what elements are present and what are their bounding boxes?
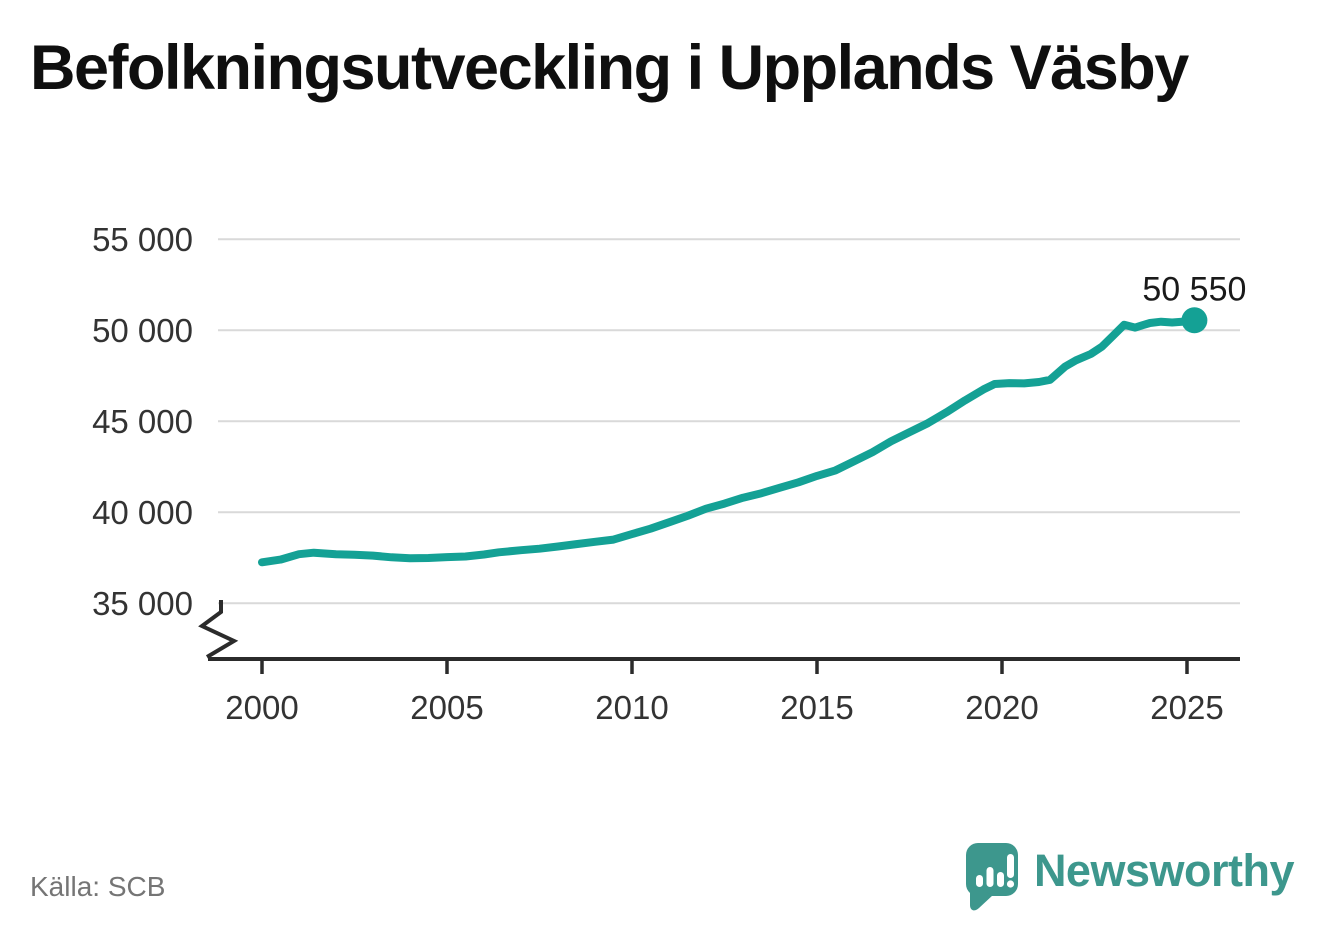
source-label: Källa: SCB bbox=[30, 871, 166, 902]
y-tick-label: 35 000 bbox=[92, 585, 193, 622]
x-tick-label: 2025 bbox=[1150, 689, 1223, 726]
y-tick-label: 45 000 bbox=[92, 403, 193, 440]
y-tick-label: 40 000 bbox=[92, 494, 193, 531]
newsworthy-logo-icon bbox=[965, 843, 1018, 911]
axis-break-icon bbox=[198, 600, 239, 659]
y-tick-label: 55 000 bbox=[92, 221, 193, 258]
end-point-label: 50 550 bbox=[1142, 270, 1246, 308]
y-tick-label: 50 000 bbox=[92, 312, 193, 349]
newsworthy-logo: Newsworthy bbox=[965, 843, 1295, 913]
end-point-marker bbox=[1181, 307, 1208, 334]
newsworthy-logo-text: Newsworthy bbox=[1033, 845, 1295, 896]
x-tick-label: 2015 bbox=[780, 689, 853, 726]
x-tick-label: 2005 bbox=[410, 689, 483, 726]
chart-title: Befolkningsutveckling i Upplands Väsby bbox=[30, 33, 1189, 103]
population-line bbox=[258, 316, 1199, 567]
x-tick-label: 2010 bbox=[595, 689, 668, 726]
x-tick-label: 2000 bbox=[225, 689, 298, 726]
x-tick-label: 2020 bbox=[965, 689, 1038, 726]
